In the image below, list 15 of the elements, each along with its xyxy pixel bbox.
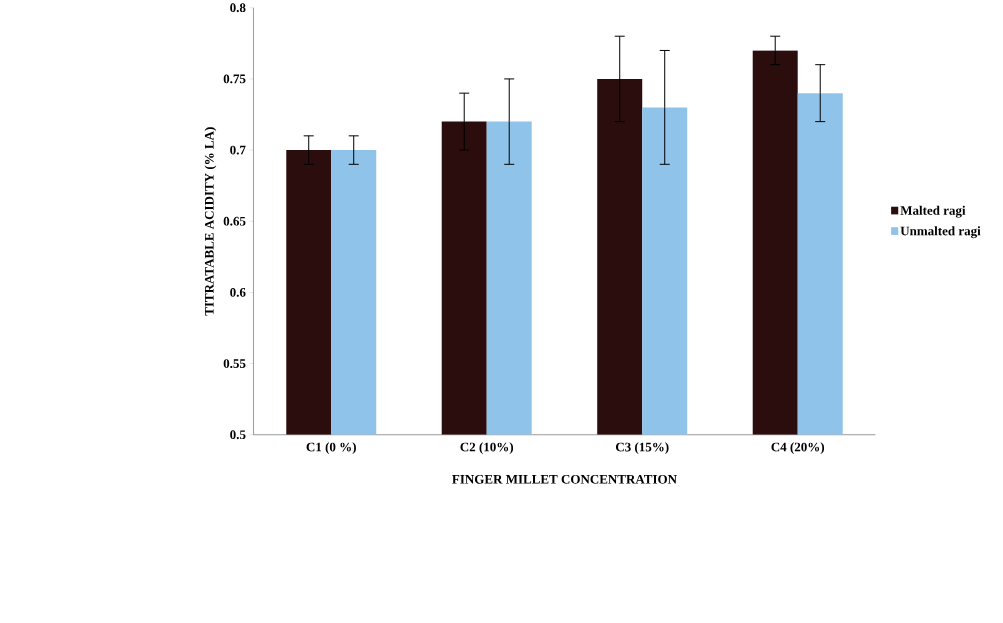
x-tick-label: C3 (15%) (615, 442, 669, 455)
y-tick-label: 0.6 (230, 288, 246, 298)
y-tick-label: 0.8 (230, 3, 246, 13)
y-tick-label: 0.5 (230, 430, 246, 440)
x-tick-label: C1 (0 %) (306, 442, 356, 455)
y-axis-title: TITRATABLE ACIDITY (% LA) (204, 127, 217, 316)
y-tick-label: 0.7 (230, 145, 246, 155)
x-tick-label: C2 (10%) (460, 442, 514, 455)
y-tick-label: 0.75 (223, 74, 246, 84)
legend-label: Unmalted ragi (900, 226, 981, 239)
y-tick-label: 0.65 (223, 217, 246, 226)
legend-label: Malted ragi (900, 205, 966, 218)
x-tick-label: C4 (20%) (771, 442, 825, 455)
x-axis-title: FINGER MILLET CONCENTRATION (452, 475, 677, 484)
y-tick-label: 0.55 (223, 359, 246, 369)
